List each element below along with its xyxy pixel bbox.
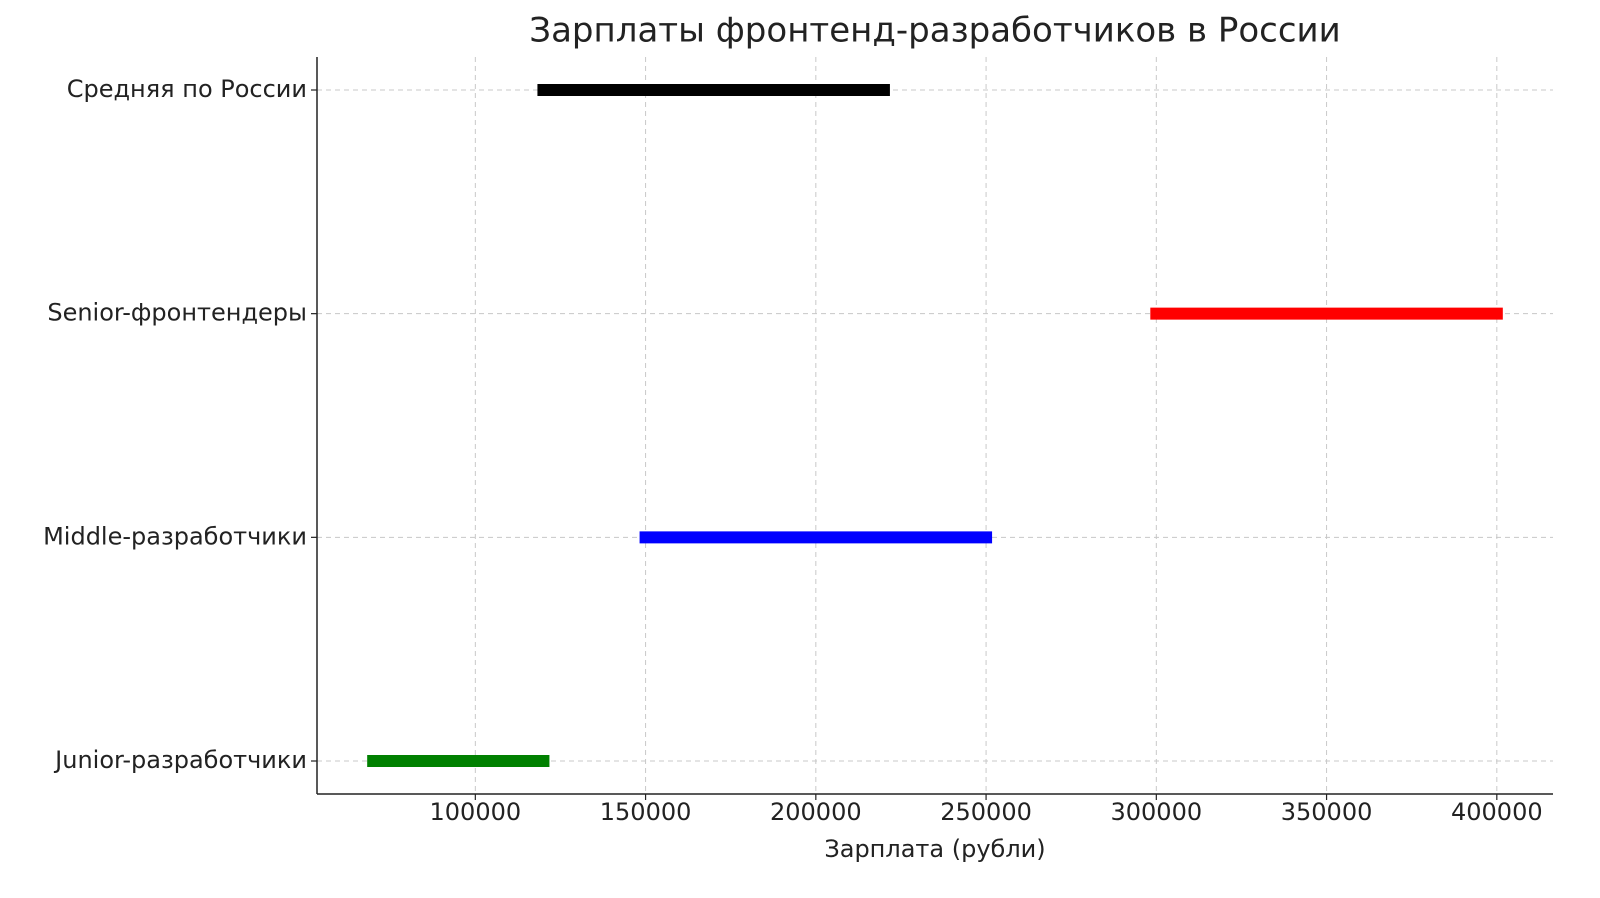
x-tick-label: 300000 (1111, 798, 1203, 826)
x-axis-label: Зарплата (рубли) (824, 835, 1045, 863)
x-tick-label: 150000 (600, 798, 692, 826)
x-tick-label: 250000 (940, 798, 1032, 826)
y-tick-label: Senior-фронтендеры (47, 299, 307, 327)
x-tick-label: 100000 (430, 798, 522, 826)
x-tick-label: 400000 (1451, 798, 1543, 826)
x-tick-label: 200000 (770, 798, 862, 826)
y-tick-label: Junior-разработчики (53, 746, 307, 774)
chart-title: Зарплаты фронтенд-разработчиков в России (529, 11, 1340, 51)
y-tick-label: Средняя по России (67, 75, 307, 103)
y-tick-label: Middle-разработчики (43, 522, 307, 550)
x-tick-label: 350000 (1281, 798, 1373, 826)
